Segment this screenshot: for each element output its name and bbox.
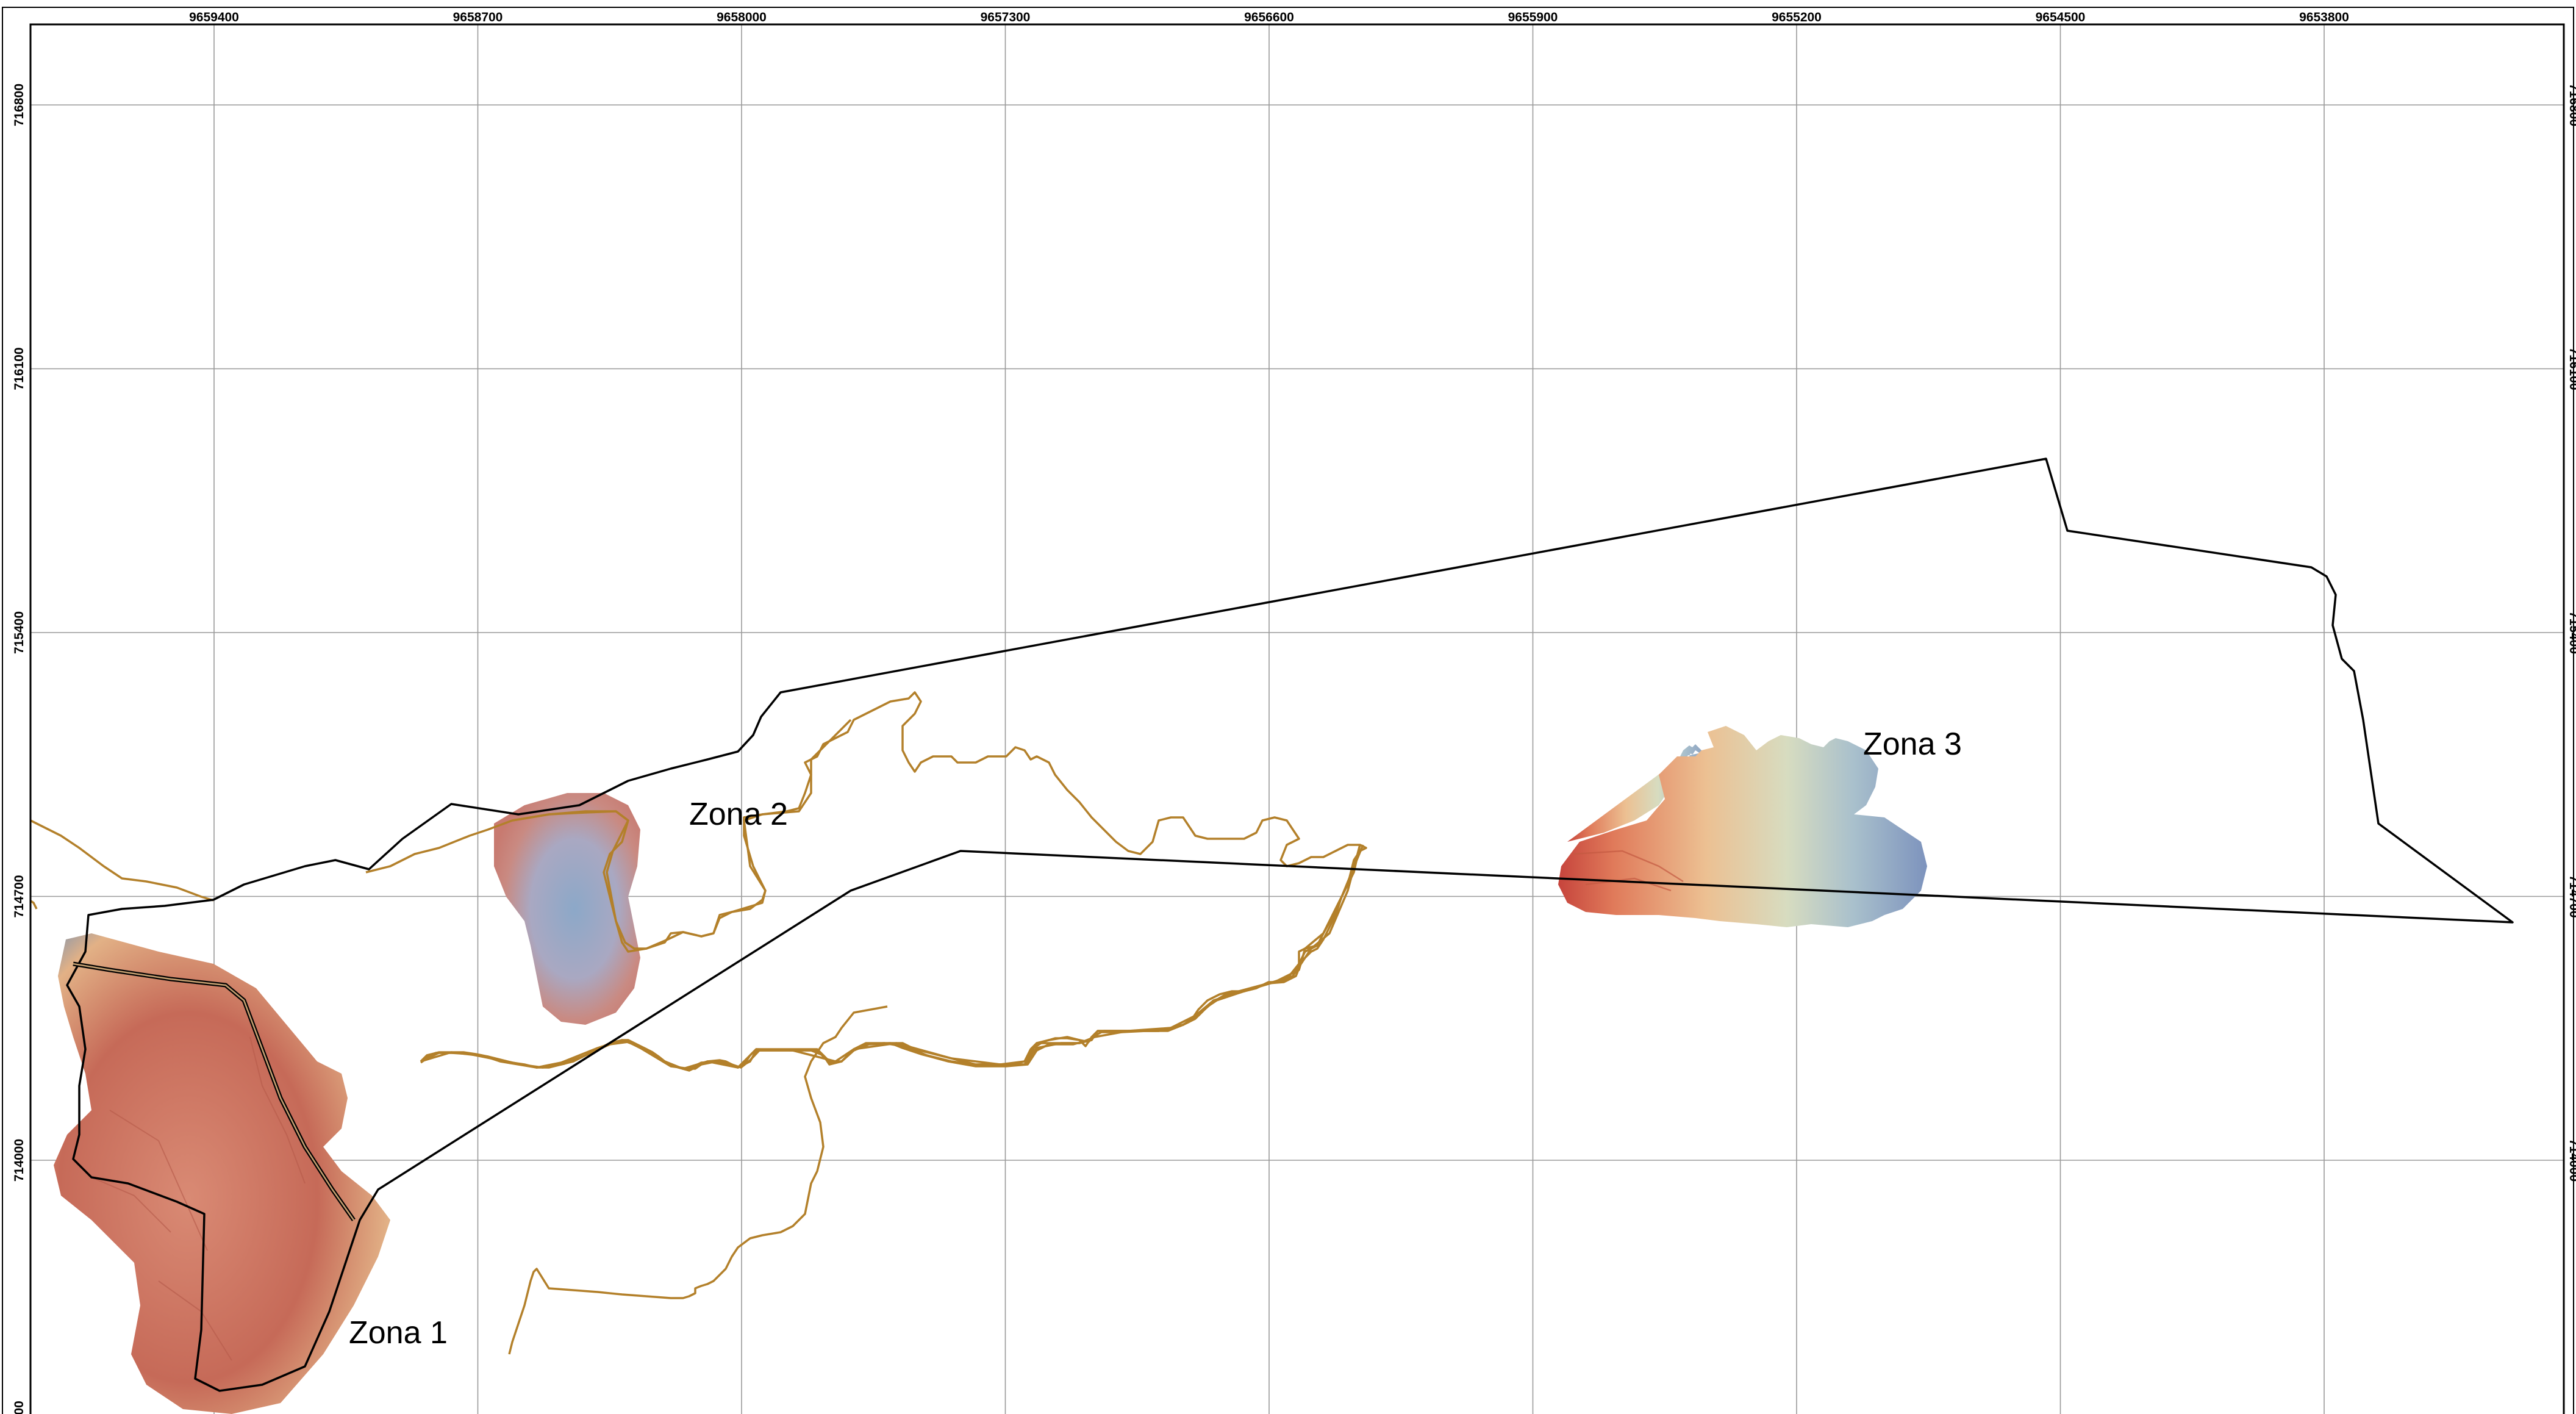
map-frame bbox=[29, 23, 2565, 1414]
y-axis-labels: 716800 716800 716100 716100 715400 715400 7147… bbox=[12, 84, 2576, 1414]
y-tick-label-right: 716800 bbox=[2567, 84, 2576, 126]
x-tick-label: 9655200 bbox=[1772, 10, 1822, 24]
zone-label-3: Zona 3 bbox=[1863, 727, 1962, 762]
map-outer-frame bbox=[2, 7, 2574, 1414]
track-line-mid bbox=[976, 896, 1343, 1066]
zone-label-1: Zona 1 bbox=[349, 1315, 448, 1351]
y-tick-label-right: 716100 bbox=[2567, 347, 2576, 390]
y-tick-label-left: 714700 bbox=[12, 875, 26, 917]
y-tick-label-left: 715400 bbox=[12, 611, 26, 654]
zone-label-2: Zona 2 bbox=[689, 797, 788, 832]
y-tick-label-right: 714700 bbox=[2567, 875, 2576, 917]
project-boundary bbox=[66, 458, 2514, 1392]
x-tick-label: 9659400 bbox=[189, 10, 239, 24]
x-tick-label: 9658000 bbox=[717, 10, 767, 24]
y-tick-label-left: 714000 bbox=[12, 1139, 26, 1182]
grid-vertical-lines bbox=[213, 24, 2325, 1414]
grid-horizontal-lines bbox=[30, 104, 2564, 1161]
track-line-west bbox=[512, 719, 852, 950]
y-tick-label-left: 716100 bbox=[12, 347, 26, 390]
y-tick-label-left: 716800 bbox=[12, 84, 26, 126]
x-tick-label: 9655900 bbox=[1508, 10, 1558, 24]
y-tick-label-partial: 00 bbox=[12, 1401, 26, 1414]
track-line-lower bbox=[508, 1005, 888, 1355]
x-axis-labels: 9659400 9658700 9658000 9657300 9656600 96559… bbox=[189, 10, 2349, 24]
dem-texture-zona-3 bbox=[1573, 850, 1684, 892]
x-tick-label: 9658700 bbox=[453, 10, 503, 24]
track-line-west-edge bbox=[30, 899, 38, 910]
x-tick-label: 9656600 bbox=[1244, 10, 1294, 24]
dem-raster-zona-1 bbox=[54, 933, 390, 1414]
dem-raster-zona-2 bbox=[494, 793, 640, 1025]
road-inner-zona-1-center bbox=[73, 963, 355, 1221]
x-tick-label: 9654500 bbox=[2036, 10, 2086, 24]
y-tick-label-right: 715400 bbox=[2567, 611, 2576, 654]
x-tick-label: 9657300 bbox=[981, 10, 1031, 24]
x-tick-label: 9653800 bbox=[2299, 10, 2349, 24]
y-tick-label-right: 714000 bbox=[2567, 1139, 2576, 1182]
dem-raster-zona-3-body bbox=[1558, 726, 1927, 927]
